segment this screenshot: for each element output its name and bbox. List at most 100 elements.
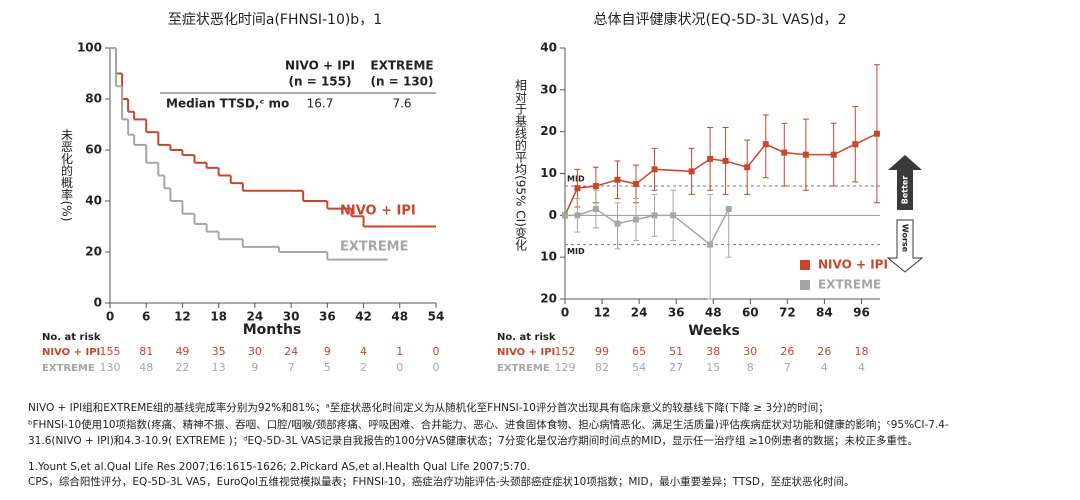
- point: [707, 155, 714, 162]
- y-tick-label: 20: [540, 292, 557, 306]
- x-tick-label: 30: [283, 310, 300, 324]
- x-tick-label: 36: [319, 310, 336, 324]
- risk-count: 38: [706, 345, 720, 358]
- risk-label: No. at risk: [42, 332, 101, 343]
- point: [562, 212, 568, 219]
- point: [762, 141, 769, 148]
- risk-count: 155: [100, 345, 121, 358]
- point: [651, 212, 658, 219]
- point: [722, 157, 729, 164]
- chart-title: 至症状恶化时间a(FHNSI-10)b，1: [168, 12, 382, 28]
- point: [592, 206, 599, 213]
- x-tick-label: 54: [428, 310, 445, 324]
- table-header: (n = 130): [371, 75, 434, 89]
- point: [830, 151, 837, 158]
- footnote: NIVO + IPI组和EXTREME组的基线完成率分别为92%和81%；ᵃ至症…: [28, 401, 829, 414]
- point: [633, 180, 640, 187]
- risk-count: 26: [780, 345, 794, 358]
- risk-label: No. at risk: [497, 332, 556, 343]
- point: [707, 241, 714, 248]
- point: [574, 185, 581, 192]
- risk-row-name: EXTREME: [497, 363, 550, 374]
- y-tick-label: 80: [85, 92, 102, 106]
- point: [651, 166, 658, 173]
- y-axis-label: 相对于基线的平均(95% CI)变化: [514, 79, 528, 252]
- point: [614, 220, 621, 227]
- x-tick-label: 24: [247, 310, 264, 324]
- better-arrow: [888, 155, 922, 210]
- y-tick-label: 0: [549, 208, 557, 222]
- risk-count: 0: [433, 361, 440, 374]
- risk-count: 65: [632, 345, 646, 358]
- risk-row-name: EXTREME: [42, 363, 95, 374]
- risk-row-name: NIVO + IPI: [42, 347, 100, 358]
- point: [688, 168, 695, 175]
- risk-count: 0: [433, 345, 440, 358]
- y-tick-label: 40: [85, 194, 102, 208]
- mid-label: MID: [567, 247, 585, 256]
- y-tick-label: 20: [85, 245, 102, 259]
- y-tick-label: 100: [77, 41, 102, 55]
- risk-count: 5: [324, 361, 331, 374]
- risk-count: 13: [212, 361, 226, 374]
- risk-count: 9: [324, 345, 331, 358]
- risk-count: 18: [854, 345, 868, 358]
- x-tick-label: 42: [355, 310, 372, 324]
- x-tick-label: 18: [210, 310, 227, 324]
- footnotes: NIVO + IPI组和EXTREME组的基线完成率分别为92%和81%；ᵃ至症…: [28, 401, 949, 488]
- x-tick-label: 12: [174, 310, 191, 324]
- risk-count: 26: [817, 345, 831, 358]
- risk-count: 24: [284, 345, 298, 358]
- x-tick-label: 6: [142, 310, 150, 324]
- y-axis-label: 未恶化的概率(%): [60, 128, 74, 221]
- x-tick-label: 60: [742, 306, 759, 320]
- risk-count: 54: [632, 361, 646, 374]
- point: [744, 164, 751, 171]
- risk-count: 99: [595, 345, 609, 358]
- curve-label: NIVO + IPI: [340, 204, 416, 219]
- risk-count: 27: [669, 361, 683, 374]
- risk-count: 51: [669, 345, 683, 358]
- point: [633, 216, 640, 223]
- risk-count: 30: [743, 345, 757, 358]
- legend-label: EXTREME: [818, 278, 881, 292]
- footnote: 31.6(NIVO + IPI)和4.3-10.9( EXTREME )；ᵈEQ…: [28, 434, 918, 447]
- risk-count: 4: [858, 361, 865, 374]
- point: [574, 212, 581, 219]
- risk-count: 22: [175, 361, 189, 374]
- x-axis-label: Months: [243, 322, 302, 338]
- worse-arrow: [886, 219, 924, 273]
- risk-count: 15: [706, 361, 720, 374]
- x-tick-label: 0: [106, 310, 114, 324]
- worse-label: Worse: [901, 224, 910, 253]
- table-header: (n = 155): [289, 75, 352, 89]
- risk-count: 1: [396, 345, 403, 358]
- risk-count: 49: [175, 345, 189, 358]
- x-tick-label: 48: [391, 310, 408, 324]
- y-tick-label: 10: [540, 166, 557, 180]
- y-tick-label: 10: [540, 250, 557, 264]
- table-header: EXTREME: [370, 59, 433, 73]
- point: [852, 141, 859, 148]
- point: [725, 206, 732, 213]
- risk-count: 30: [248, 345, 262, 358]
- risk-count: 0: [396, 361, 403, 374]
- legend-swatch: [800, 260, 810, 270]
- y-tick-label: 60: [85, 143, 102, 157]
- x-tick-label: 0: [561, 306, 569, 320]
- table-value: 7.6: [392, 97, 411, 111]
- x-tick-label: 48: [705, 306, 722, 320]
- risk-count: 81: [139, 345, 153, 358]
- y-tick-label: 0: [94, 296, 102, 310]
- x-tick-label: 24: [631, 306, 648, 320]
- legend-swatch: [800, 280, 810, 290]
- risk-row-name: NIVO + IPI: [497, 347, 555, 358]
- risk-count: 48: [139, 361, 153, 374]
- risk-count: 130: [100, 361, 121, 374]
- table-header: NIVO + IPI: [285, 59, 355, 73]
- point: [670, 212, 677, 219]
- table-value: 16.7: [307, 97, 334, 111]
- risk-count: 4: [360, 345, 367, 358]
- x-tick-label: 84: [816, 306, 833, 320]
